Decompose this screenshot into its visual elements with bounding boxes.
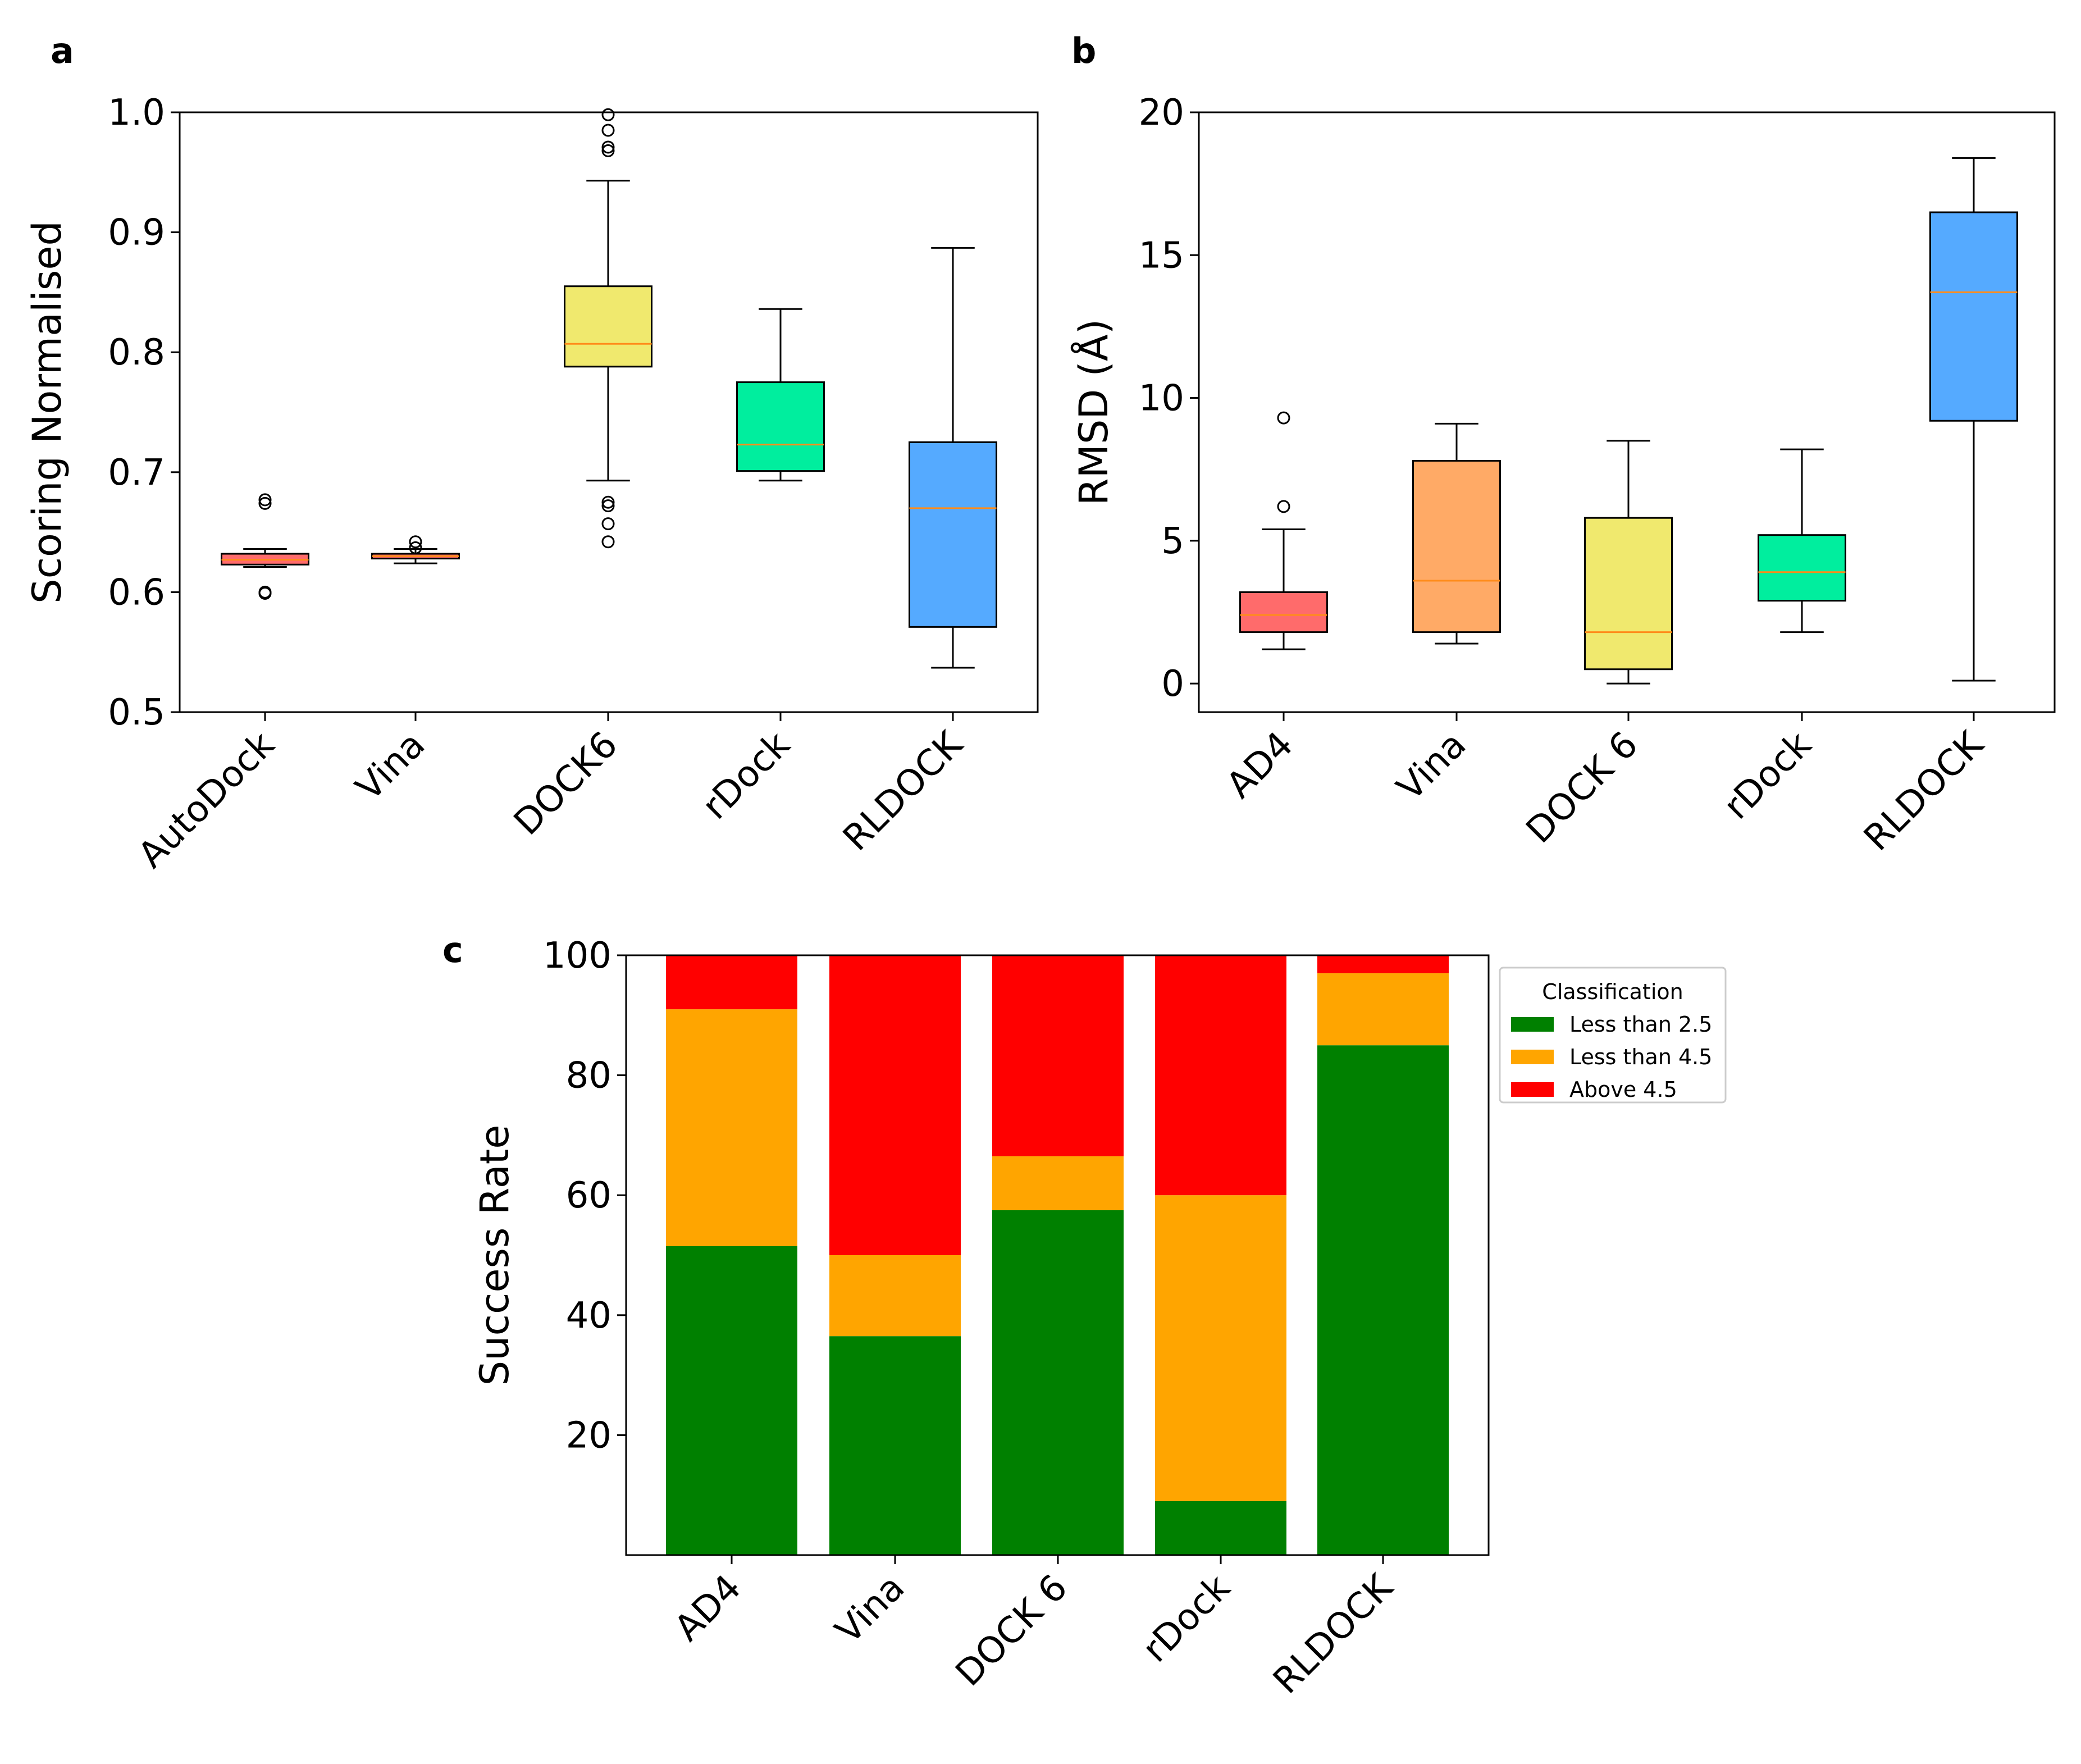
legend-label-0: Less than 2.5: [1569, 1012, 1712, 1037]
box-b-2: [1584, 517, 1673, 671]
y-tick-label-c: 20: [566, 1415, 611, 1456]
y-axis-label-a: Scoring Normalised: [24, 221, 70, 604]
bar-segment-0-0: [666, 1246, 797, 1555]
legend-title: Classification: [1542, 979, 1683, 1004]
x-tick-label-c: RLDOCK: [1266, 1566, 1402, 1702]
y-axis-label-c: Success Rate: [472, 1125, 518, 1386]
bar-segment-2-3: [1155, 955, 1286, 1196]
y-tick-label-b: 0: [1161, 663, 1184, 705]
box-b-3: [1758, 534, 1846, 602]
outlier-point-b: [1277, 411, 1290, 425]
x-tick-label-a: RLDOCK: [836, 723, 971, 859]
outlier-point-a: [409, 535, 422, 549]
legend-swatch-1: [1511, 1050, 1554, 1064]
box-a-3: [736, 381, 825, 472]
y-tick-label-a: 0.9: [108, 212, 165, 254]
box-b-0: [1239, 591, 1328, 633]
box-a-4: [909, 441, 997, 628]
panel-letter-a: a: [51, 30, 74, 71]
bar-segment-2-0: [666, 955, 797, 1010]
x-tick-label-c: DOCK 6: [948, 1567, 1075, 1694]
x-tick-label-b: AD4: [1219, 724, 1301, 806]
y-tick-label-a: 0.8: [108, 332, 165, 373]
box-a-2: [564, 285, 652, 368]
y-tick-label-b: 20: [1139, 92, 1184, 134]
outlier-point-a: [601, 495, 615, 509]
y-tick-label-a: 0.5: [108, 692, 165, 733]
y-tick-label-c: 100: [543, 935, 611, 977]
bar-segment-2-2: [992, 955, 1124, 1156]
outlier-point-a: [601, 517, 615, 531]
outlier-point-a: [258, 585, 272, 599]
bar-segment-0-3: [1155, 1501, 1286, 1555]
bar-segment-0-1: [829, 1336, 961, 1555]
y-tick-label-a: 0.7: [108, 452, 165, 494]
bar-segment-1-3: [1155, 1195, 1286, 1501]
y-tick-label-a: 0.6: [108, 572, 165, 613]
y-tick-label-b: 15: [1139, 235, 1184, 276]
x-tick-label-b: rDock: [1716, 724, 1820, 828]
y-tick-label-a: 1.0: [108, 92, 165, 134]
bar-segment-2-1: [829, 955, 961, 1255]
outlier-point-a: [601, 140, 615, 154]
outlier-point-a: [258, 493, 272, 507]
y-tick-label-c: 80: [566, 1055, 611, 1097]
panel-letter-c: c: [442, 929, 463, 970]
x-tick-label-a: rDock: [695, 724, 798, 828]
bar-segment-0-4: [1317, 1045, 1449, 1555]
panel-letter-b: b: [1071, 30, 1096, 71]
legend-label-1: Less than 4.5: [1569, 1045, 1712, 1069]
outlier-point-a: [409, 541, 422, 554]
outlier-point-a: [601, 124, 615, 137]
bar-segment-1-2: [992, 1156, 1124, 1210]
outlier-point-a: [601, 535, 615, 549]
bar-segment-1-4: [1317, 973, 1449, 1046]
box-b-4: [1929, 211, 2018, 422]
outlier-point-a: [601, 108, 615, 121]
y-axis-label-b: RMSD (Å): [1071, 319, 1117, 505]
legend-label-2: Above 4.5: [1569, 1077, 1677, 1102]
bar-segment-1-1: [829, 1255, 961, 1337]
outlier-point-a: [601, 499, 615, 513]
bar-segment-2-4: [1317, 955, 1449, 974]
x-tick-label-a: Vina: [348, 724, 433, 809]
plot-frame-b: [1198, 111, 2056, 713]
outlier-point-b: [1277, 500, 1290, 513]
x-tick-label-b: DOCK 6: [1518, 724, 1646, 851]
x-tick-label-c: Vina: [828, 1567, 912, 1652]
outlier-point-a: [601, 144, 615, 157]
x-tick-label-c: rDock: [1135, 1567, 1239, 1671]
y-tick-label-b: 5: [1161, 521, 1184, 562]
x-tick-label-c: AD4: [667, 1567, 749, 1649]
legend-box: [1499, 967, 1727, 1104]
y-tick-label-c: 40: [566, 1295, 611, 1337]
outlier-point-a: [258, 496, 272, 510]
box-b-1: [1412, 459, 1501, 633]
x-tick-label-a: DOCK6: [506, 724, 626, 844]
bar-segment-1-0: [666, 1009, 797, 1246]
legend-swatch-2: [1511, 1082, 1554, 1097]
x-tick-label-a: AutoDock: [130, 724, 282, 876]
bar-segment-0-2: [992, 1210, 1124, 1555]
y-tick-label-c: 60: [566, 1175, 611, 1216]
x-tick-label-b: Vina: [1389, 724, 1474, 809]
legend-swatch-0: [1511, 1017, 1554, 1032]
y-tick-label-b: 10: [1139, 378, 1184, 420]
x-tick-label-b: RLDOCK: [1856, 723, 1992, 859]
